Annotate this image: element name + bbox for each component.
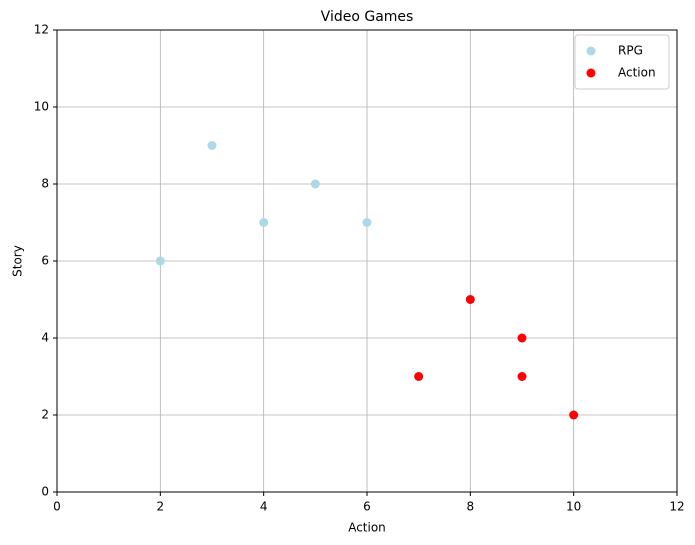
point (517, 372, 527, 381)
point (155, 256, 165, 266)
x-axis-label: Action (348, 521, 386, 535)
point (517, 333, 527, 343)
point (414, 372, 424, 381)
chart-title: Video Games (321, 9, 414, 25)
y-tick-label: 0 (41, 485, 49, 499)
y-tick-label: 6 (41, 254, 49, 268)
plot-frame (56, 29, 678, 493)
x-tick-label: 0 (53, 500, 61, 514)
point (310, 179, 320, 189)
x-tick-label: 12 (669, 500, 684, 514)
legend-label: Action (618, 66, 656, 80)
point (465, 295, 475, 304)
x-tick-label: 8 (467, 500, 475, 514)
legend-label: RPG (618, 44, 643, 58)
legend-marker (586, 68, 596, 78)
legend-marker (586, 46, 596, 56)
x-tick-label: 6 (363, 500, 371, 514)
x-tick-label: 10 (566, 500, 581, 514)
y-tick-label: 2 (41, 408, 49, 422)
x-tick-label: 4 (260, 500, 268, 514)
y-tick-label: 10 (34, 100, 49, 114)
legend-box (574, 34, 670, 90)
y-tick-label: 8 (41, 177, 49, 191)
y-tick-label: 4 (41, 331, 49, 345)
y-tick-label: 12 (34, 23, 49, 37)
point (362, 218, 372, 227)
x-tick-label: 2 (157, 500, 165, 514)
point (207, 141, 217, 150)
y-axis-label: Story (11, 245, 25, 277)
point (569, 410, 579, 420)
point (259, 218, 269, 227)
